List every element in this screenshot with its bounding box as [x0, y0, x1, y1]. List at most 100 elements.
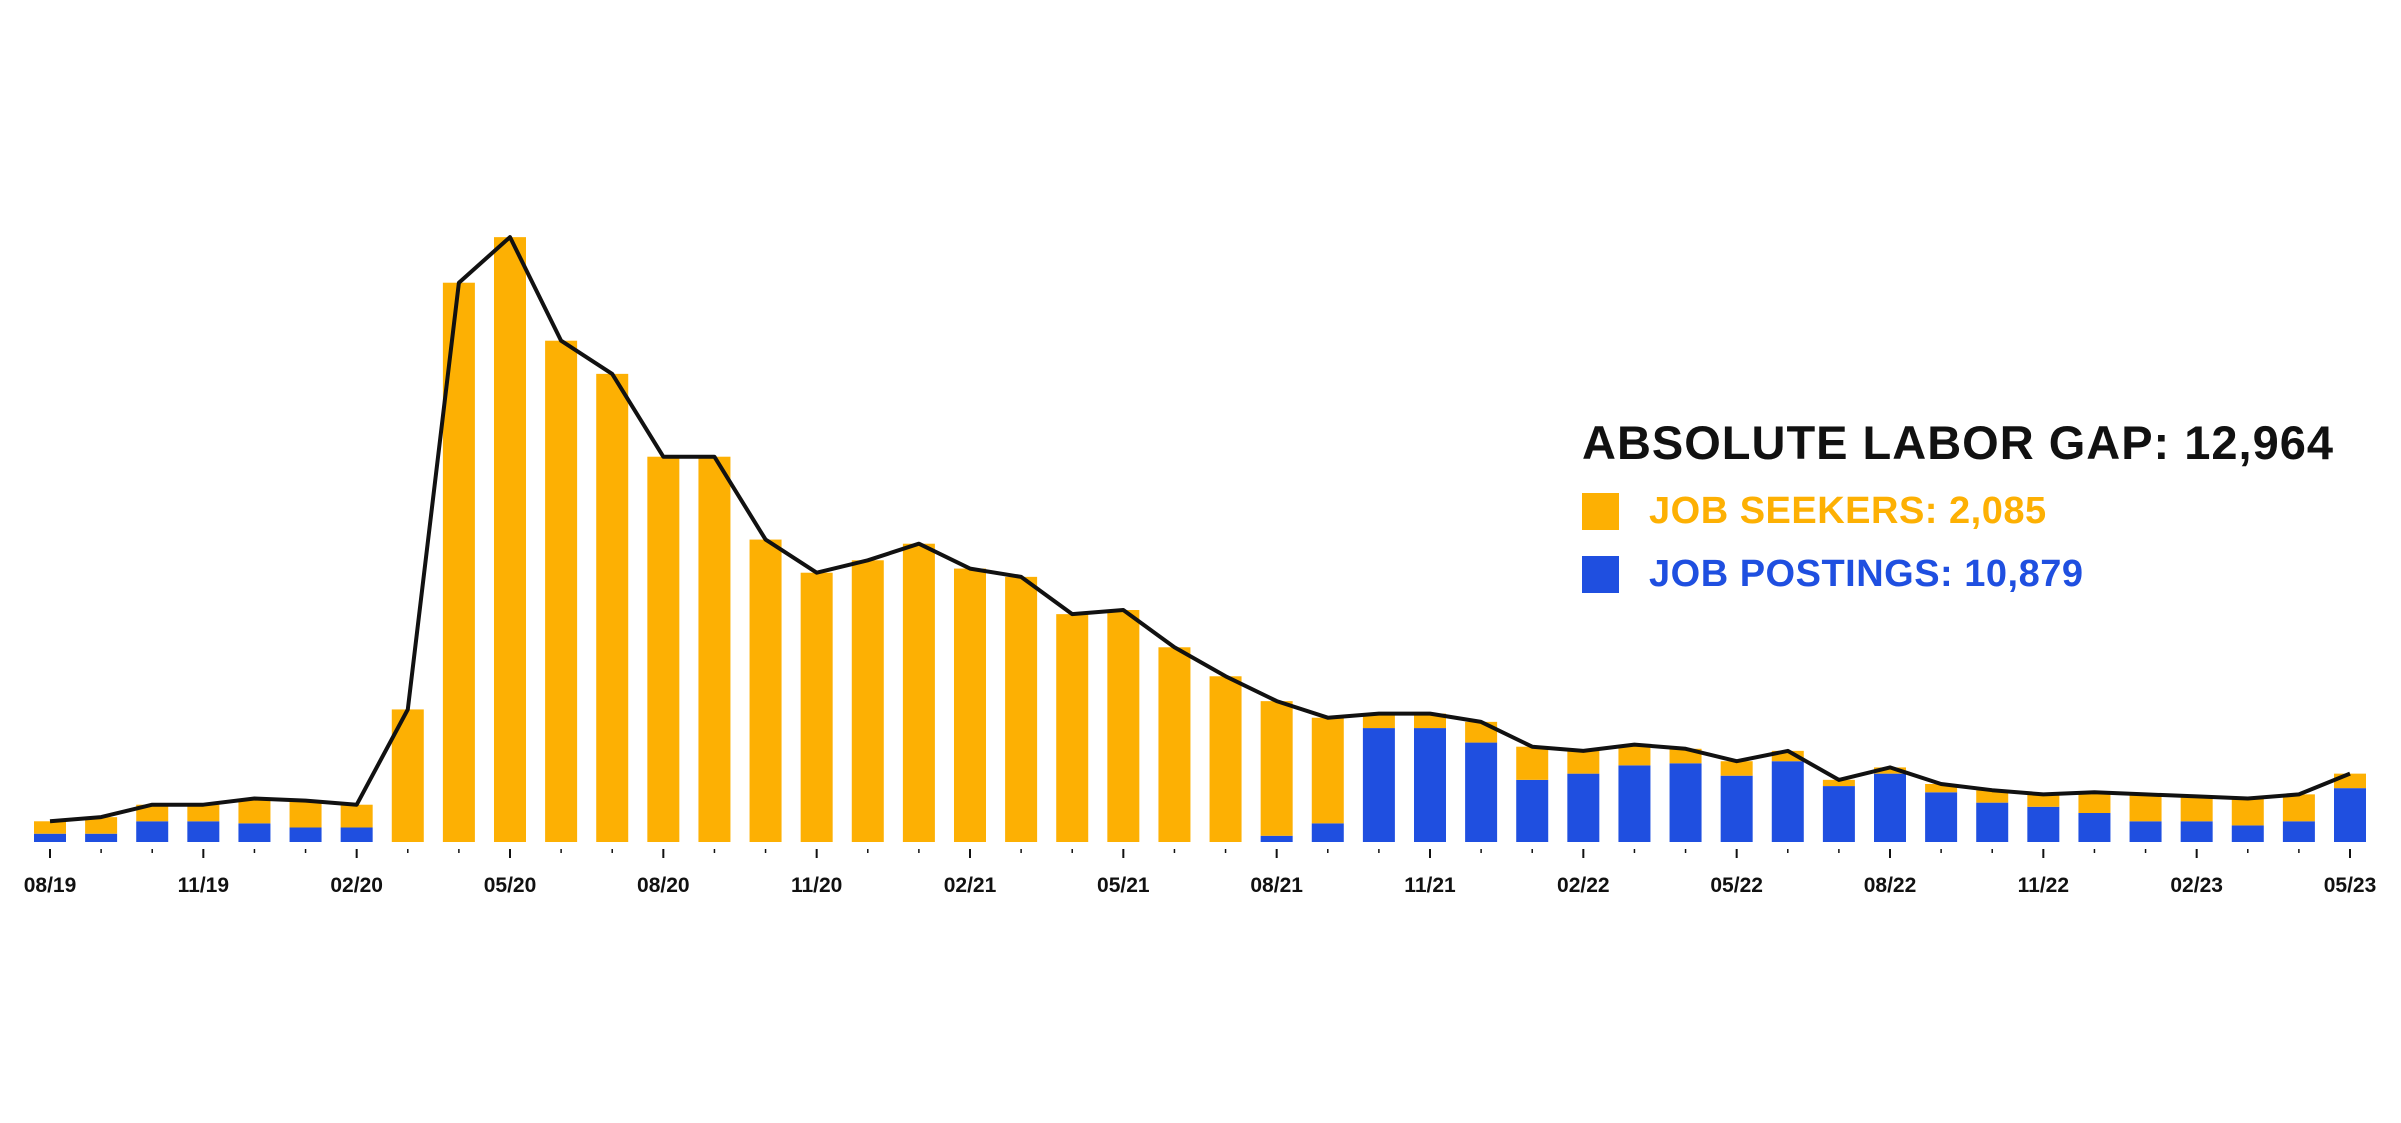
- x-tick-label: 02/22: [1557, 874, 1610, 897]
- legend-item-seekers: JOB SEEKERS: 2,085: [1582, 490, 2334, 533]
- bar-seekers: [596, 373, 629, 842]
- bar-postings: [1362, 728, 1395, 842]
- bar-seekers: [136, 804, 169, 822]
- postings-label-text: JOB POSTINGS:: [1649, 553, 1954, 595]
- x-tick-label: 05/22: [1710, 874, 1763, 897]
- seekers-label-value: 2,085: [1949, 490, 2047, 532]
- legend-title-value: 12,964: [2184, 416, 2335, 469]
- bar-seekers: [340, 804, 373, 828]
- bar-seekers: [1771, 750, 1804, 762]
- bar-seekers: [1516, 746, 1549, 780]
- total-line: [49, 235, 2351, 824]
- bar-postings: [136, 821, 169, 842]
- bar-postings: [2078, 813, 2111, 842]
- legend-title-label: ABSOLUTE LABOR GAP:: [1582, 416, 2171, 469]
- bar-seekers: [2078, 792, 2111, 813]
- legend-item-postings: JOB POSTINGS: 10,879: [1582, 553, 2334, 596]
- bar-seekers: [1874, 767, 1906, 774]
- bar-postings: [1618, 765, 1651, 842]
- bar-postings: [289, 827, 322, 842]
- x-tick-label: 08/19: [24, 874, 77, 897]
- seekers-label-text: JOB SEEKERS:: [1649, 490, 1938, 532]
- bar-postings: [187, 821, 220, 842]
- bar-seekers: [1976, 790, 2009, 803]
- bars-layer: [34, 237, 2366, 843]
- bar-postings: [2180, 821, 2213, 842]
- bar-postings: [2334, 788, 2366, 842]
- bar-postings: [238, 823, 271, 842]
- bar-seekers: [1362, 713, 1395, 729]
- bar-seekers: [954, 568, 986, 842]
- x-axis: 08/19 11/19 02/20 05/20 08/20 11/20 02/21 05/21…: [24, 849, 2377, 897]
- bar-seekers: [85, 817, 118, 834]
- bar-postings: [1925, 792, 1958, 842]
- bar-postings: [2129, 821, 2162, 842]
- bar-postings: [85, 833, 118, 842]
- bar-postings: [1516, 779, 1549, 842]
- bar-seekers: [545, 340, 578, 842]
- bar-postings: [1414, 728, 1446, 842]
- bar-postings: [1874, 773, 1906, 842]
- bar-seekers: [1414, 713, 1446, 729]
- bar-seekers: [1209, 676, 1242, 842]
- bar-seekers: [698, 456, 731, 842]
- bar-seekers: [1311, 717, 1344, 824]
- bar-postings: [1976, 802, 2009, 842]
- x-tick-label: 08/21: [1250, 874, 1303, 897]
- x-tick-label: 05/20: [484, 874, 537, 897]
- postings-label-value: 10,879: [1964, 553, 2084, 595]
- seekers-label: JOB SEEKERS: 2,085: [1649, 490, 2047, 533]
- postings-swatch: [1582, 556, 1619, 593]
- bar-seekers: [187, 804, 220, 822]
- bar-seekers: [1618, 744, 1651, 766]
- bar-postings: [1465, 742, 1498, 842]
- bar-seekers: [2027, 794, 2060, 807]
- bar-seekers: [2282, 794, 2315, 822]
- bar-seekers: [494, 237, 526, 843]
- bar-seekers: [749, 539, 782, 842]
- bar-seekers: [2231, 798, 2264, 826]
- bar-seekers: [34, 821, 66, 834]
- bar-postings: [340, 827, 373, 842]
- postings-label: JOB POSTINGS: 10,879: [1649, 553, 2084, 596]
- bar-postings: [1720, 775, 1753, 842]
- x-tick-label: 11/19: [178, 874, 229, 897]
- bar-seekers: [1465, 721, 1498, 743]
- bar-postings: [1260, 835, 1293, 842]
- bar-seekers: [2129, 794, 2162, 822]
- bar-postings: [34, 833, 66, 842]
- x-tick-label: 02/20: [330, 874, 383, 897]
- x-tick-label: 02/23: [2170, 874, 2223, 897]
- bar-seekers: [1260, 701, 1293, 836]
- bar-seekers: [2180, 796, 2213, 822]
- bar-seekers: [902, 543, 935, 842]
- bar-postings: [1822, 786, 1855, 842]
- bar-seekers: [238, 798, 271, 824]
- bar-postings: [2282, 821, 2315, 842]
- legend-title: ABSOLUTE LABOR GAP: 12,964: [1582, 415, 2334, 470]
- bar-seekers: [1925, 784, 1958, 793]
- x-tick-label: 05/23: [2324, 874, 2377, 897]
- bar-postings: [2027, 806, 2060, 842]
- x-tick-label: 02/21: [944, 874, 997, 897]
- bar-seekers: [1056, 614, 1089, 842]
- bar-postings: [1771, 761, 1804, 842]
- x-tick-label: 08/20: [637, 874, 690, 897]
- x-tick-label: 08/22: [1864, 874, 1917, 897]
- bar-postings: [2231, 825, 2264, 842]
- bar-postings: [1669, 763, 1702, 842]
- legend: ABSOLUTE LABOR GAP: 12,964 JOB SEEKERS: …: [1582, 415, 2334, 596]
- bar-seekers: [1005, 576, 1038, 842]
- bar-seekers: [1720, 761, 1753, 776]
- bar-seekers: [800, 572, 833, 842]
- bar-seekers: [289, 800, 322, 828]
- bar-seekers: [1107, 610, 1140, 842]
- seekers-swatch: [1582, 493, 1619, 530]
- bar-seekers: [1158, 647, 1191, 842]
- x-tick-label: 11/21: [1404, 874, 1456, 897]
- x-tick-label: 11/20: [791, 874, 842, 897]
- bar-seekers: [1822, 779, 1855, 787]
- bar-postings: [1567, 773, 1600, 842]
- bar-seekers: [647, 456, 680, 842]
